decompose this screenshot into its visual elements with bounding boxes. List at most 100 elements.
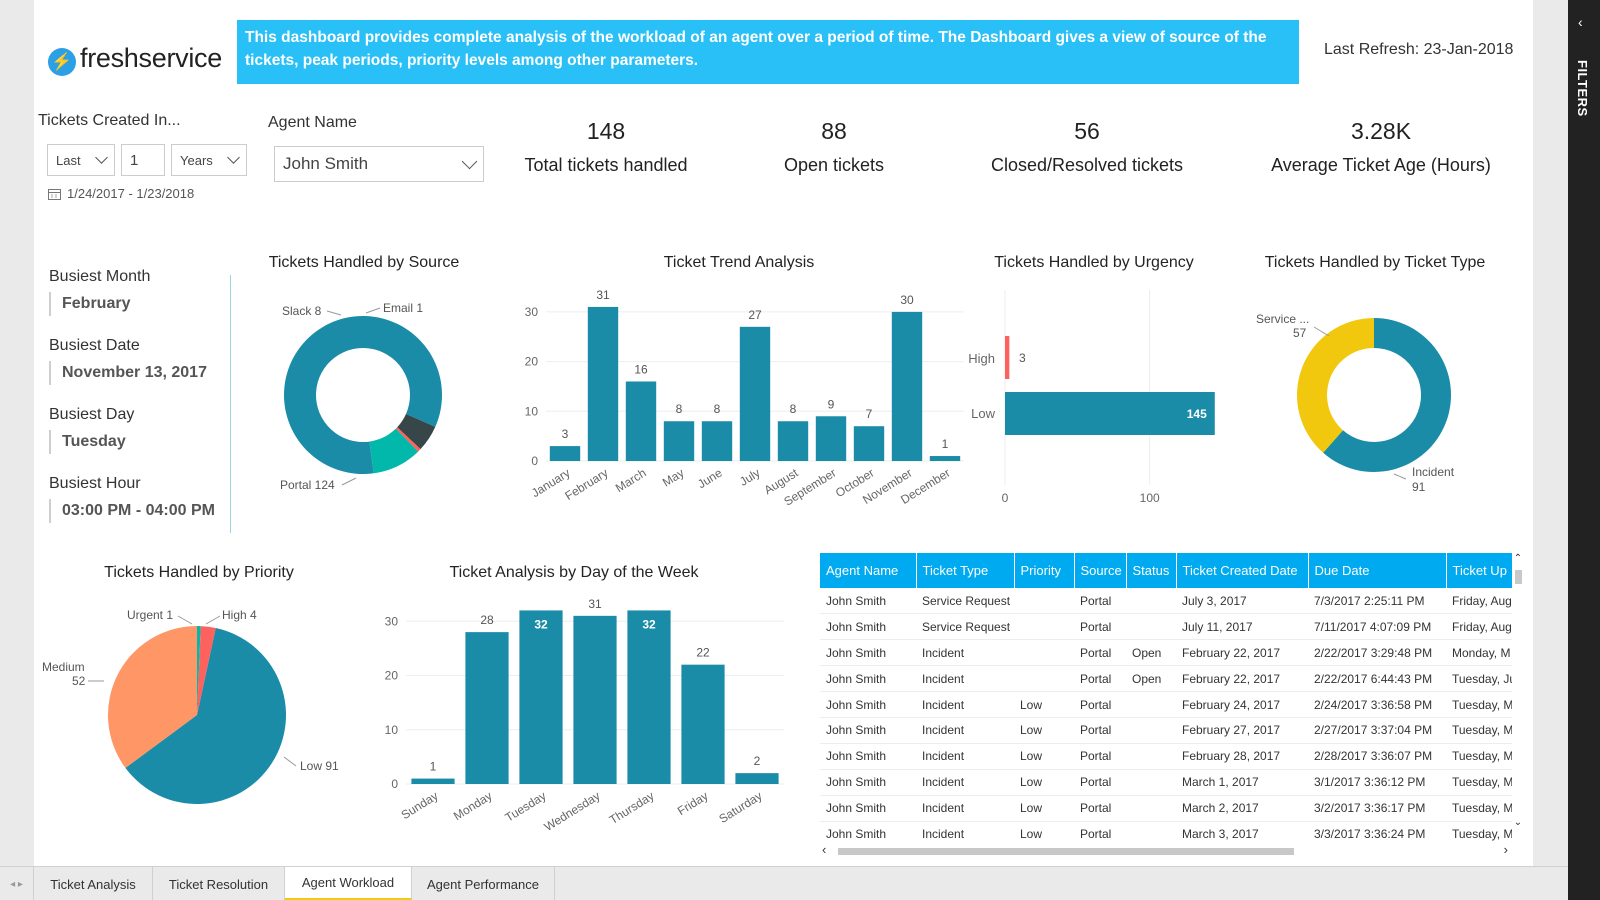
table-vertical-scrollbar[interactable]: ⌃ ⌄	[1512, 553, 1524, 844]
table-cell: Portal	[1074, 588, 1126, 615]
scroll-thumb[interactable]	[1514, 570, 1522, 584]
bar-wednesday	[573, 615, 617, 784]
scroll-right-icon[interactable]: ›	[1503, 842, 1508, 857]
bar-january	[549, 446, 581, 461]
table-cell: Low	[1014, 743, 1074, 770]
table-cell: 2/24/2017 3:36:58 PM	[1308, 691, 1446, 718]
date-range[interactable]: 1/24/2017 - 1/23/2018	[48, 186, 194, 201]
tickettype-chart-title: Tickets Handled by Ticket Type	[1264, 254, 1486, 271]
tab-agent-performance[interactable]: Agent Performance	[412, 867, 555, 900]
table-cell: February 22, 2017	[1176, 639, 1308, 667]
table-row[interactable]: John Smith Incident Low Portal March 3, 2017…	[820, 821, 1512, 844]
data-label: 1	[942, 437, 949, 451]
table-cell: 7/11/2017 4:07:09 PM	[1308, 613, 1446, 641]
period-mode-select[interactable]: Last	[47, 144, 115, 176]
table-row[interactable]: John Smith Incident Low Portal February 28, …	[820, 743, 1512, 770]
bar-march	[625, 381, 657, 461]
table-cell: Incident	[916, 795, 1014, 822]
h-scroll-thumb[interactable]	[838, 848, 1294, 855]
table-cell	[1014, 639, 1074, 667]
bar-monday	[465, 632, 509, 784]
tab-scroll-arrows[interactable]: ◂ ▸	[0, 867, 34, 900]
data-label: 32	[534, 617, 548, 631]
table-row[interactable]: John Smith Incident Portal Open February 22,…	[820, 665, 1512, 693]
column-header[interactable]: Ticket Type	[916, 553, 1015, 588]
table-row[interactable]: John Smith Incident Low Portal March 2, 2017…	[820, 795, 1512, 822]
freshservice-logo: ⚡ freshservice	[48, 40, 222, 76]
bar-saturday	[735, 773, 779, 784]
trend-chart-title: Ticket Trend Analysis	[663, 254, 815, 271]
slice-label: Low 91	[300, 759, 339, 773]
bar-december	[929, 456, 961, 461]
column-header[interactable]: Ticket Up	[1446, 553, 1512, 588]
filters-pane[interactable]: ‹ FILTERS	[1568, 0, 1600, 900]
pie-slice-service	[1296, 318, 1374, 453]
column-header[interactable]: Ticket Created Date	[1176, 553, 1309, 588]
kpi-avg-age: 3.28K Average Ticket Age (Hours)	[1271, 118, 1491, 175]
pie-slice-slack	[397, 413, 436, 450]
data-label: 1	[430, 760, 437, 774]
data-label: 8	[714, 402, 721, 416]
table-cell: Friday, Aug	[1446, 588, 1512, 615]
column-header[interactable]: Source	[1074, 553, 1127, 588]
x-tick-label: July	[737, 466, 763, 489]
tab-agent-workload[interactable]: Agent Workload	[285, 867, 412, 900]
x-tick-label: Thursday	[607, 789, 657, 827]
description-banner: This dashboard provides complete analysi…	[237, 20, 1299, 84]
data-label: 3	[1019, 351, 1026, 365]
bar-may	[663, 421, 695, 461]
table-horizontal-scrollbar[interactable]: ‹ ›	[820, 842, 1512, 857]
table-cell: John Smith	[820, 769, 916, 796]
scroll-down-icon[interactable]: ⌄	[1513, 817, 1523, 828]
period-unit-select[interactable]: Years	[171, 144, 247, 176]
collapse-chevron-icon[interactable]: ‹	[1578, 14, 1583, 30]
slice-label: Incident	[1412, 465, 1455, 479]
leader-line	[1313, 326, 1330, 337]
y-tick-label: 20	[385, 669, 399, 683]
column-header[interactable]: Due Date	[1308, 553, 1447, 588]
table-cell: February 22, 2017	[1176, 665, 1308, 693]
table-cell: July 3, 2017	[1176, 588, 1308, 615]
lightning-icon: ⚡	[48, 48, 76, 76]
column-header[interactable]: Priority	[1014, 553, 1075, 588]
data-label: 27	[748, 308, 762, 322]
table-row[interactable]: John Smith Incident Low Portal February 24, …	[820, 691, 1512, 718]
table-row[interactable]: John Smith Incident Low Portal February 27, …	[820, 717, 1512, 744]
table-row[interactable]: John Smith Incident Low Portal March 1, 2017…	[820, 769, 1512, 796]
table-cell: Service Request	[916, 588, 1014, 615]
table-cell: Monday, M	[1446, 639, 1512, 667]
table-cell: Low	[1014, 691, 1074, 718]
table-cell: Tuesday, Ju	[1446, 665, 1512, 693]
x-tick-label: Friday	[675, 789, 711, 819]
table-cell	[1126, 613, 1176, 641]
agent-name-select[interactable]: John Smith	[274, 146, 484, 182]
scroll-up-icon[interactable]: ⌃	[1513, 553, 1523, 564]
tab-ticket-resolution[interactable]: Ticket Resolution	[153, 867, 285, 900]
table-cell: Low	[1014, 795, 1074, 822]
table-row[interactable]: John Smith Service Request Portal July 3, 2…	[820, 588, 1512, 615]
table-cell	[1126, 743, 1176, 770]
dayofweek-chart-title: Ticket Analysis by Day of the Week	[449, 564, 699, 581]
table-cell: February 28, 2017	[1176, 743, 1308, 770]
table-cell: Incident	[916, 743, 1014, 770]
scroll-left-icon[interactable]: ‹	[822, 842, 827, 857]
period-count-input[interactable]: 1	[121, 144, 165, 176]
table-cell	[1126, 821, 1176, 844]
y-tick-label: 30	[385, 614, 399, 628]
table-row[interactable]: John Smith Incident Portal Open February 22,…	[820, 639, 1512, 667]
table-cell: John Smith	[820, 717, 916, 744]
busiest-divider	[230, 275, 231, 533]
busiest-hour: Busiest Hour 03:00 PM - 04:00 PM	[49, 475, 215, 523]
table-cell: February 27, 2017	[1176, 717, 1308, 744]
leader-line	[365, 307, 381, 314]
table-cell: Incident	[916, 639, 1014, 667]
table-row[interactable]: John Smith Service Request Portal July 11, …	[820, 613, 1512, 641]
column-header[interactable]: Agent Name	[820, 553, 917, 588]
pie-slice-low	[125, 627, 286, 804]
column-header[interactable]: Status	[1126, 553, 1177, 588]
logo-text: freshservice	[80, 42, 222, 73]
tab-ticket-analysis[interactable]: Ticket Analysis	[34, 867, 153, 900]
table-cell: Tuesday, M	[1446, 795, 1512, 822]
tickets-table[interactable]: Agent Name Ticket Type Priority Source Statu…	[820, 553, 1512, 844]
